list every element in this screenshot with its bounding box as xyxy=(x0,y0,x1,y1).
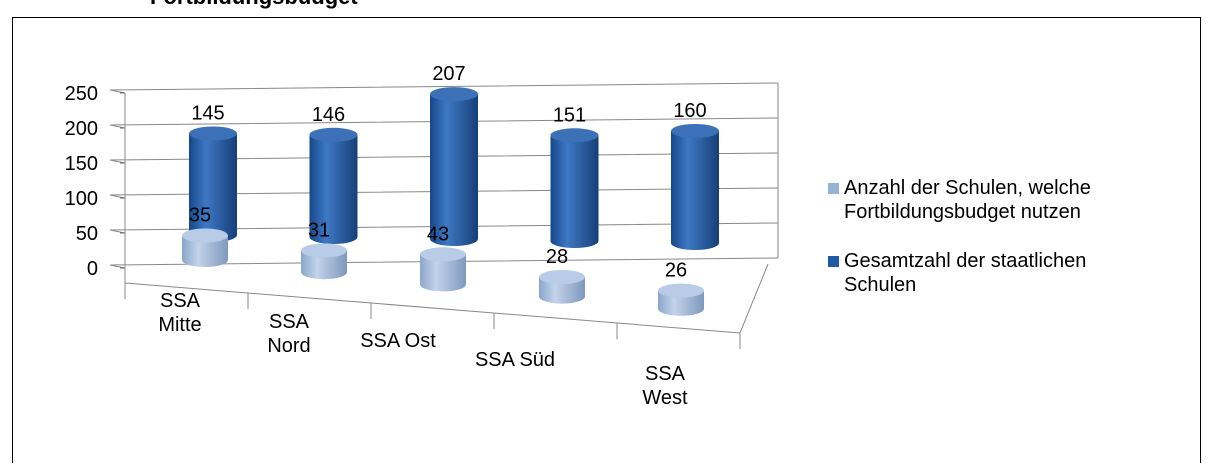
x-tick-label-line: SSA xyxy=(269,311,310,333)
data-label: 145 xyxy=(191,103,224,125)
bar-1-top xyxy=(550,128,599,143)
legend-label-line: Gesamtzahl der staatlichen xyxy=(844,250,1087,272)
x-tick-label-line: SSA Süd xyxy=(475,349,555,371)
x-tick-label: SSA Mitte xyxy=(158,290,201,336)
gridline xyxy=(109,257,779,269)
x-tick-label-line: Nord xyxy=(267,335,310,357)
bar-1-top xyxy=(430,87,478,102)
legend-swatch xyxy=(828,256,839,267)
x-tick-label-line: SSA xyxy=(160,290,201,312)
data-label: 31 xyxy=(308,220,330,242)
y-tick-label: 50 xyxy=(76,223,98,245)
bar-1-body xyxy=(671,131,719,250)
bar-1-body xyxy=(430,94,478,246)
data-label: 207 xyxy=(432,63,465,85)
labels-layer: 0 50 100 150 200 250 145 146 207 151 160 35 31 43 28 26… xyxy=(65,63,707,409)
y-tick-label: 200 xyxy=(65,118,98,140)
y-tick-label: 100 xyxy=(65,188,98,210)
legend-label: Gesamtzahl der staatlichen Schulen xyxy=(844,249,1204,297)
bar-1-top xyxy=(189,126,237,141)
bar-0-body xyxy=(658,290,704,316)
legend-label: Anzahl der Schulen, welche Fortbildungsbu… xyxy=(844,176,1204,224)
data-label: 35 xyxy=(189,205,211,227)
gridline xyxy=(109,117,779,129)
x-tick-label: SSA Süd xyxy=(475,349,555,371)
bar-0-top xyxy=(301,243,347,258)
y-tick-label: 150 xyxy=(65,153,98,175)
legend-swatch xyxy=(828,183,839,194)
bar-1-top xyxy=(671,124,719,138)
bar-1-body xyxy=(550,135,599,249)
x-tick-label-line: Mitte xyxy=(158,314,201,336)
bar-0-top xyxy=(182,228,228,243)
clipped-title-text: Fortbildungsbudget xyxy=(150,0,358,10)
y-tick-label: 250 xyxy=(65,83,98,105)
data-label: 43 xyxy=(427,223,449,245)
bars-layer xyxy=(182,87,719,316)
bar-0-top xyxy=(420,247,466,262)
bar-1-top xyxy=(309,127,358,142)
gridline xyxy=(109,82,779,94)
bar-0-body xyxy=(420,254,466,292)
x-tick-label-line: SSA xyxy=(645,363,686,385)
bar-0-top xyxy=(658,283,704,298)
legend-label-line: Fortbildungsbudget nutzen xyxy=(844,201,1081,223)
data-label: 26 xyxy=(665,260,687,282)
bar-0-body xyxy=(301,250,347,280)
bar-1-body xyxy=(189,133,237,242)
data-label: 146 xyxy=(312,104,345,126)
x-tick-label: SSA Ost xyxy=(360,330,436,352)
x-tick-label-line: West xyxy=(642,387,688,409)
data-label: 28 xyxy=(546,246,568,268)
bar-0-body xyxy=(539,277,585,304)
x-tick-label: SSA Nord xyxy=(267,311,310,357)
data-label: 151 xyxy=(553,104,586,126)
bar-1-body xyxy=(309,134,358,244)
y-tick-label: 0 xyxy=(87,258,98,280)
legend-label-line: Schulen xyxy=(844,274,917,296)
bar-0-body xyxy=(182,235,228,267)
clipped-title: Fortbildungsbudget xyxy=(150,0,510,10)
x-tick-label: SSA West xyxy=(642,363,688,409)
legend-label-line: Anzahl der Schulen, welche xyxy=(844,177,1091,199)
data-label: 160 xyxy=(673,100,706,122)
bar-0-top xyxy=(539,270,585,284)
x-tick-label-line: SSA Ost xyxy=(360,330,436,352)
chart-frame xyxy=(12,17,1201,463)
